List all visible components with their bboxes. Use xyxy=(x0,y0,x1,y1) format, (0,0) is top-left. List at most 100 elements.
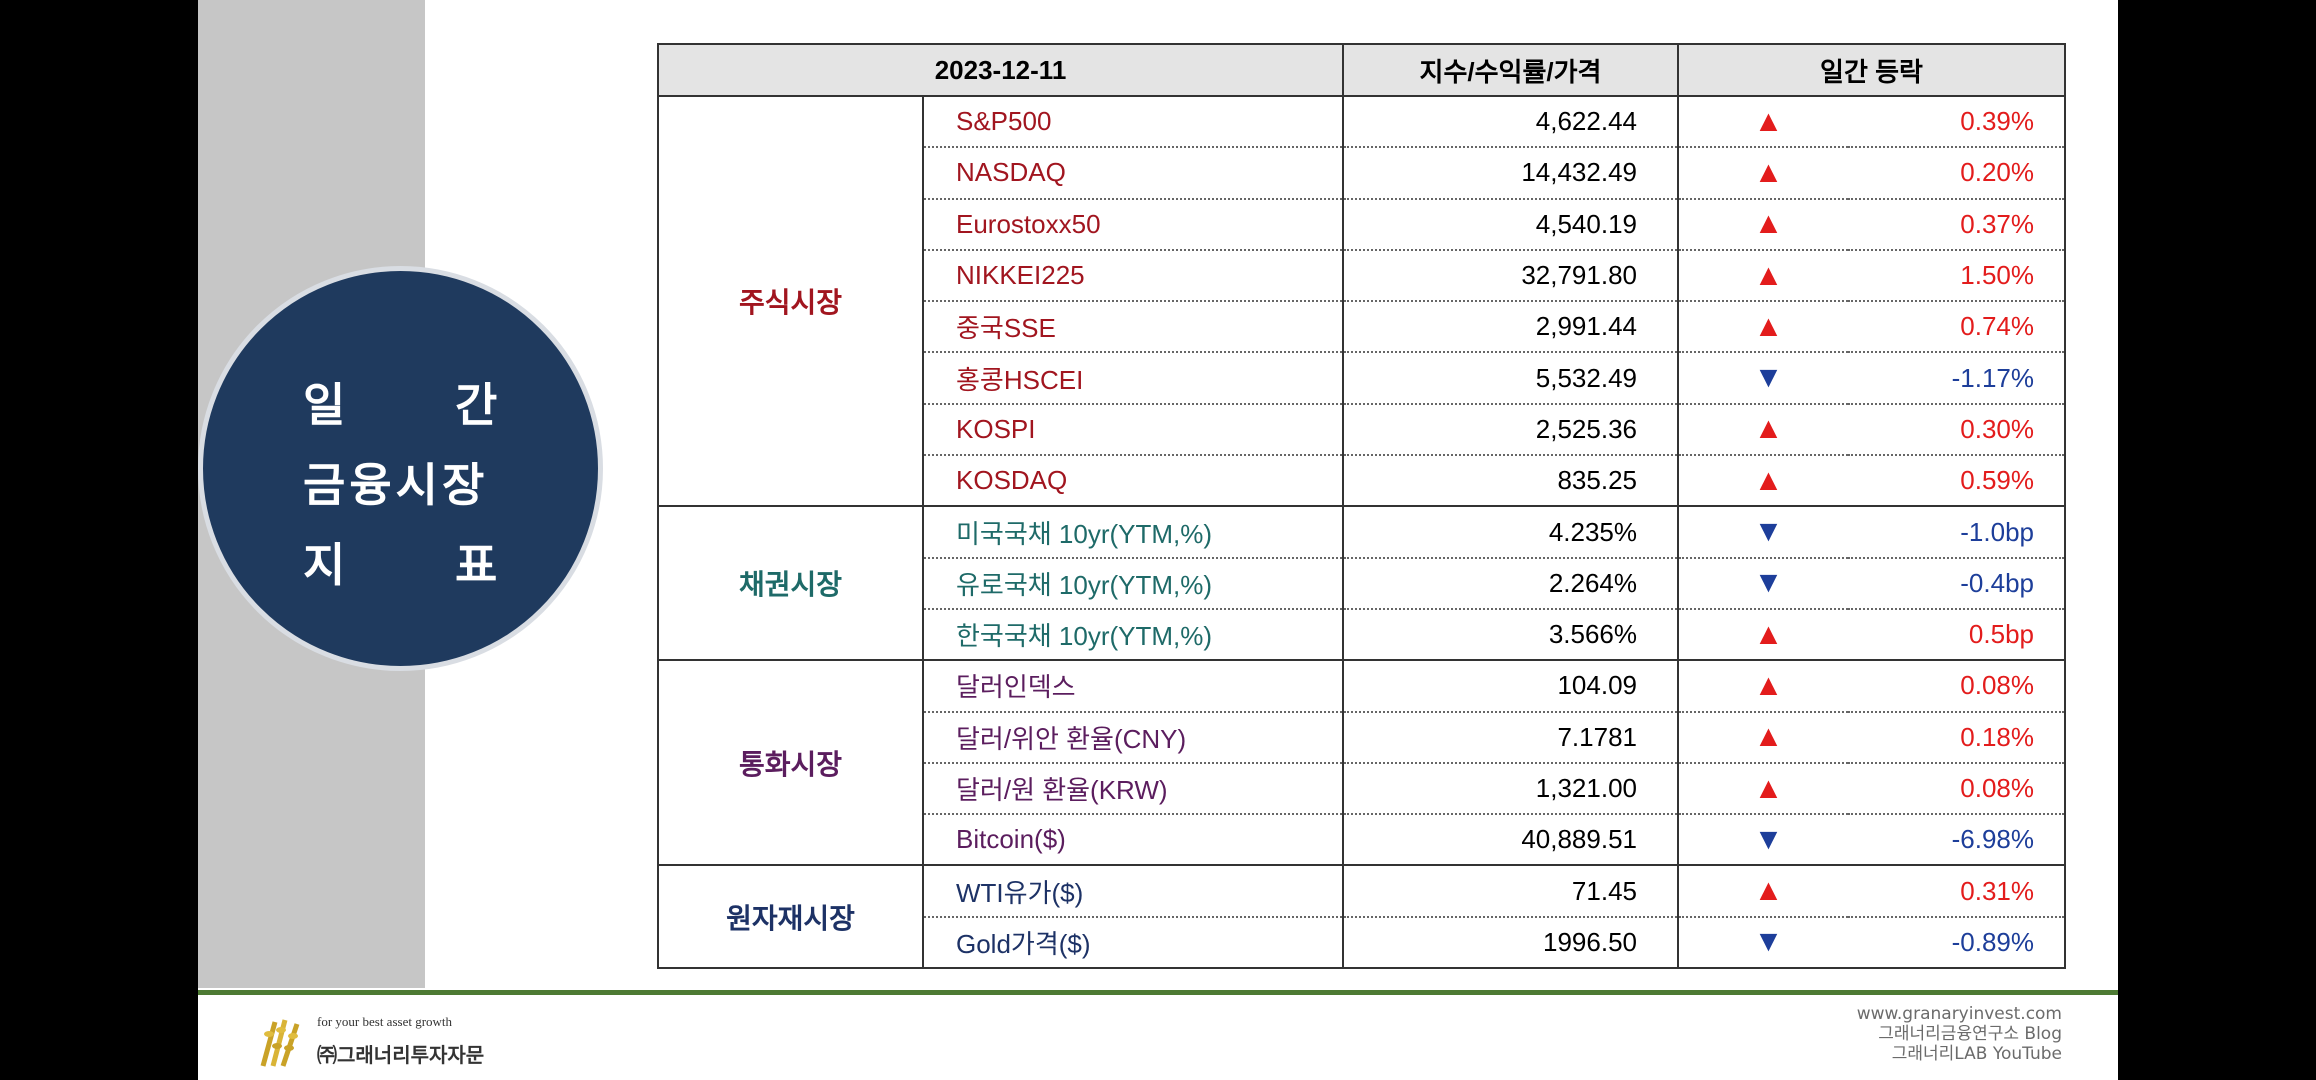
change-cell: 0.18% xyxy=(1848,711,2066,764)
market-table: 2023-12-11 지수/수익률/가격 일간 등락 주식시장 S&P500 4,6… xyxy=(657,43,2066,970)
name-cell: NASDAQ xyxy=(923,147,1344,200)
table-row: NIKKEI225 32,791.80 ▲ 1.50% xyxy=(658,249,2066,303)
table-row: 한국국채 10yr(YTM,%) 3.566% ▲ 0.5bp xyxy=(658,608,2066,662)
name-cell: WTI유가($) xyxy=(923,865,1344,918)
value-cell: 32,791.80 xyxy=(1343,249,1679,303)
direction-arrow-icon: ▲ xyxy=(1678,608,1848,662)
direction-arrow-icon: ▲ xyxy=(1678,147,1848,200)
table-row: 홍콩HSCEI 5,532.49 ▼ -1.17% xyxy=(658,352,2066,405)
circle-text: 금융시장 xyxy=(303,458,489,512)
direction-arrow-icon: ▲ xyxy=(1678,455,1848,508)
table-row: 중국SSE 2,991.44 ▲ 0.74% xyxy=(658,301,2066,354)
table-header-row: 2023-12-11 지수/수익률/가격 일간 등락 xyxy=(657,43,2066,97)
name-cell: KOSPI xyxy=(923,403,1344,457)
change-cell: 0.20% xyxy=(1848,147,2066,200)
direction-arrow-icon: ▼ xyxy=(1678,557,1848,610)
direction-arrow-icon: ▲ xyxy=(1678,711,1848,764)
direction-arrow-icon: ▲ xyxy=(1678,301,1848,354)
title-circle: 일 간 금융시장 지 표 xyxy=(198,266,603,671)
direction-arrow-icon: ▲ xyxy=(1678,249,1848,303)
change-cell: -0.89% xyxy=(1848,916,2066,970)
category-cell: 통화시장 xyxy=(657,660,924,867)
website-link[interactable]: www.granaryinvest.com xyxy=(1856,1004,2062,1024)
company-name: ㈜그래너리투자자문 xyxy=(317,1043,485,1067)
direction-arrow-icon: ▲ xyxy=(1678,198,1848,251)
direction-arrow-icon: ▼ xyxy=(1678,506,1848,559)
direction-arrow-icon: ▲ xyxy=(1678,96,1848,149)
value-cell: 14,432.49 xyxy=(1343,147,1679,200)
tagline: for your best asset growth xyxy=(317,1014,453,1029)
name-cell: 달러인덱스 xyxy=(923,660,1344,713)
value-cell: 1,321.00 xyxy=(1343,762,1679,816)
header-value: 지수/수익률/가격 xyxy=(1342,43,1679,97)
header-date: 2023-12-11 xyxy=(657,43,1344,97)
table-row: 원자재시장 WTI유가($) 71.45 ▲ 0.31% xyxy=(657,865,2066,970)
table-row: Gold가격($) 1996.50 ▼ -0.89% xyxy=(658,916,2066,970)
value-cell: 5,532.49 xyxy=(1343,352,1679,405)
category-cell: 주식시장 xyxy=(657,96,924,508)
change-cell: 1.50% xyxy=(1848,249,2066,303)
direction-arrow-icon: ▼ xyxy=(1678,352,1848,405)
table-row: 달러/원 환율(KRW) 1,321.00 ▲ 0.08% xyxy=(658,762,2066,816)
company-logo: for your best asset growth ㈜그래너리투자자문 xyxy=(255,1008,495,1068)
value-cell: 2,525.36 xyxy=(1343,403,1679,457)
direction-arrow-icon: ▼ xyxy=(1678,916,1848,970)
table-row: 주식시장 S&P500 4,622.44 ▲ 0.39% xyxy=(657,96,2066,508)
change-cell: 0.30% xyxy=(1848,403,2066,457)
value-cell: 835.25 xyxy=(1343,455,1679,508)
value-cell: 7.1781 xyxy=(1343,711,1679,764)
value-cell: 3.566% xyxy=(1343,608,1679,662)
circle-text: 일 xyxy=(303,378,346,432)
name-cell: 중국SSE xyxy=(923,301,1344,354)
youtube-link[interactable]: 그래너리LAB YouTube xyxy=(1891,1044,2062,1064)
name-cell: Eurostoxx50 xyxy=(923,198,1344,251)
slide: 일 간 금융시장 지 표 2023-12-11 지수/수익률/가격 일간 등락 … xyxy=(198,0,2118,1080)
table-row: 달러/위안 환율(CNY) 7.1781 ▲ 0.18% xyxy=(658,711,2066,764)
name-cell: 달러/원 환율(KRW) xyxy=(923,762,1344,816)
name-cell: 달러/위안 환율(CNY) xyxy=(923,711,1344,764)
header-change: 일간 등락 xyxy=(1677,43,2066,97)
table-row: 채권시장 미국국채 10yr(YTM,%) 4.235% ▼ -1.0bp xyxy=(657,506,2066,662)
circle-text: 간 xyxy=(455,378,498,432)
change-cell: 0.59% xyxy=(1848,455,2066,508)
value-cell: 4,540.19 xyxy=(1343,198,1679,251)
value-cell: 40,889.51 xyxy=(1343,814,1679,867)
direction-arrow-icon: ▲ xyxy=(1678,660,1848,713)
change-cell: 0.5bp xyxy=(1848,608,2066,662)
name-cell: KOSDAQ xyxy=(923,455,1344,508)
direction-arrow-icon: ▲ xyxy=(1678,762,1848,816)
value-cell: 4,622.44 xyxy=(1343,96,1679,149)
table-row: Bitcoin($) 40,889.51 ▼ -6.98% xyxy=(658,814,2066,867)
circle-text: 표 xyxy=(455,538,498,592)
blog-link[interactable]: 그래너리금융연구소 Blog xyxy=(1878,1024,2062,1044)
direction-arrow-icon: ▲ xyxy=(1678,865,1848,918)
change-cell: 0.08% xyxy=(1848,660,2066,713)
category-cell: 원자재시장 xyxy=(657,865,924,970)
name-cell: NIKKEI225 xyxy=(923,249,1344,303)
table-row: 유로국채 10yr(YTM,%) 2.264% ▼ -0.4bp xyxy=(658,557,2066,610)
name-cell: 미국국채 10yr(YTM,%) xyxy=(923,506,1344,559)
name-cell: Bitcoin($) xyxy=(923,814,1344,867)
change-cell: 0.31% xyxy=(1848,865,2066,918)
value-cell: 2.264% xyxy=(1343,557,1679,610)
table-row: NASDAQ 14,432.49 ▲ 0.20% xyxy=(658,147,2066,200)
change-cell: 0.39% xyxy=(1848,96,2066,149)
table-row: KOSPI 2,525.36 ▲ 0.30% xyxy=(658,403,2066,457)
name-cell: Gold가격($) xyxy=(923,916,1344,970)
value-cell: 4.235% xyxy=(1343,506,1679,559)
value-cell: 2,991.44 xyxy=(1343,301,1679,354)
value-cell: 71.45 xyxy=(1343,865,1679,918)
wheat-logo-icon xyxy=(260,1019,300,1067)
name-cell: S&P500 xyxy=(923,96,1344,149)
direction-arrow-icon: ▼ xyxy=(1678,814,1848,867)
change-cell: -1.0bp xyxy=(1848,506,2066,559)
circle-text: 지 xyxy=(303,538,346,592)
change-cell: 0.08% xyxy=(1848,762,2066,816)
change-cell: -1.17% xyxy=(1848,352,2066,405)
name-cell: 유로국채 10yr(YTM,%) xyxy=(923,557,1344,610)
table-row: 통화시장 달러인덱스 104.09 ▲ 0.08% xyxy=(657,660,2066,867)
change-cell: -0.4bp xyxy=(1848,557,2066,610)
category-cell: 채권시장 xyxy=(657,506,924,662)
footer-links: www.granaryinvest.com 그래너리금융연구소 Blog 그래너… xyxy=(1857,1004,2062,1064)
table-row: Eurostoxx50 4,540.19 ▲ 0.37% xyxy=(658,198,2066,251)
